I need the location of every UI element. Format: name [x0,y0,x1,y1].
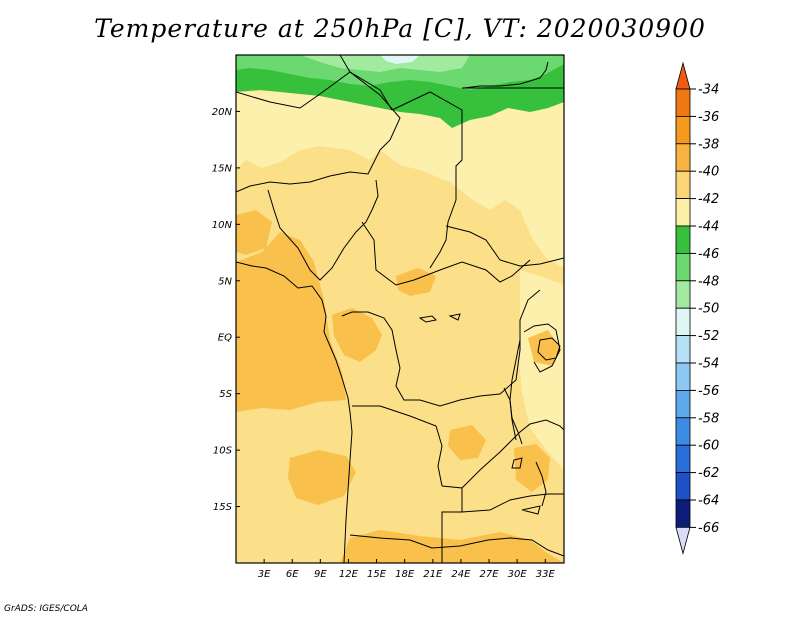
field-dark-malawi [514,444,550,492]
colorbar-swatch [675,280,691,309]
nile-lines [463,61,549,89]
colorbar-label: -36 [698,110,719,125]
border-namibia [349,534,564,557]
colorbar-swatch [675,335,691,364]
colorbar-swatch [675,362,691,391]
colorbar-top-arrow [675,61,691,90]
colorbar-swatch [675,444,691,474]
lat-tick-label: 15N [212,163,233,174]
border-libya [236,71,463,200]
field-dark-sudan [528,330,560,366]
colorbar-label: -42 [698,192,719,207]
field-green-mid [236,55,564,90]
lon-tick-label: 9E [314,569,327,580]
coastline-west [236,261,353,563]
colorbar-swatch [675,170,691,199]
lat-tick-label: 15S [213,502,233,513]
lon-tick-label: 15E [367,569,387,580]
colorbar-label: -44 [698,220,719,235]
chart-title: Temperature at 250hPa [C], VT: 202003090… [94,14,706,43]
colorbar-swatch [675,143,691,172]
colorbar-label: -52 [698,329,719,344]
field-dark-west-north [236,210,272,255]
grads-credit: GrADS: IGES/COLA [4,604,88,614]
lat-tick-label: EQ [218,333,232,344]
lon-tick-label: 33E [536,569,556,580]
colorbar-label: -34 [698,83,719,98]
border-car [361,221,531,286]
lat-tick-label: 10N [212,220,233,231]
colorbar-swatch [675,417,691,446]
lon-tick-label: 3E [258,569,271,580]
border-east-lakes [509,323,561,441]
colorbar-label: -48 [698,274,719,289]
field-pale-cyan [380,55,420,64]
field-pale-north [236,85,564,268]
lon-tick-label: 18E [395,569,415,580]
border-chad-sudan [429,199,457,269]
field-dark-angola [288,450,356,505]
colorbar-label: -38 [698,137,719,152]
colorbar-swatch [675,116,691,145]
colorbar-label: -54 [698,357,719,372]
colorbar-swatch [675,472,691,501]
field-dark-zambia [448,425,486,460]
lon-tick-label: 21E [423,569,443,580]
colorbar-label: -62 [698,466,719,481]
colorbar-label: -46 [698,247,719,262]
lon-tick-label: 12E [339,569,359,580]
colorbar: -34 -36 -38 -40 -42 -44 -46 -48 -50 -52 -54 -56 -58 -… [675,61,719,555]
temperature-field [236,55,564,563]
lat-tick-label: 5N [218,276,232,287]
colorbar-label: -58 [698,411,719,426]
colorbar-label: -60 [698,439,719,454]
field-dark-gabon [332,308,382,362]
lat-tick-label: 10S [213,446,233,457]
colorbar-label: -40 [698,165,719,180]
lon-tick-label: 27E [480,569,500,580]
colorbar-bottom-arrow [675,527,691,555]
colorbar-swatch [675,252,691,282]
colorbar-swatch [675,307,691,337]
colorbar-swatch [675,198,691,227]
border-zimbabwe [461,493,564,513]
lat-tick-label: 5S [219,389,232,400]
field-pale-east [518,270,564,470]
border-nigeria-cameroon [267,179,379,281]
field-dark-westcoast [236,232,346,412]
colorbar-swatch [675,389,691,419]
border-angola-drc [352,405,443,487]
colorbar-label: -56 [698,384,719,399]
lake-victoria [537,337,561,361]
lake-malawi [535,461,547,507]
map-frame [235,54,565,564]
colorbar-label: -64 [698,494,719,509]
lake-tanganyika [503,387,523,445]
border-niger-chad [236,55,401,193]
colorbar-label: -66 [698,521,719,536]
lon-tick-label: 6E [286,569,299,580]
latitude-axis: 20N 15N 10N 5N EQ 5S 10S 15S [212,107,240,513]
lat-tick-label: 20N [212,107,233,118]
colorbar-swatch [675,88,691,117]
border-sudan-south [445,225,564,267]
coastlines-borders [236,55,564,563]
border-congo [341,289,541,407]
border-zambia [461,419,564,489]
longitude-axis: 3E 6E 9E 12E 15E 18E 21E 24E 27E 30E 33E [258,559,556,580]
lon-tick-label: 30E [508,569,528,580]
lon-tick-label: 24E [451,569,471,580]
colorbar-label: -50 [698,302,719,317]
lakes-small [418,313,541,515]
colorbar-swatch [675,499,691,528]
colorbar-swatch [675,225,691,254]
